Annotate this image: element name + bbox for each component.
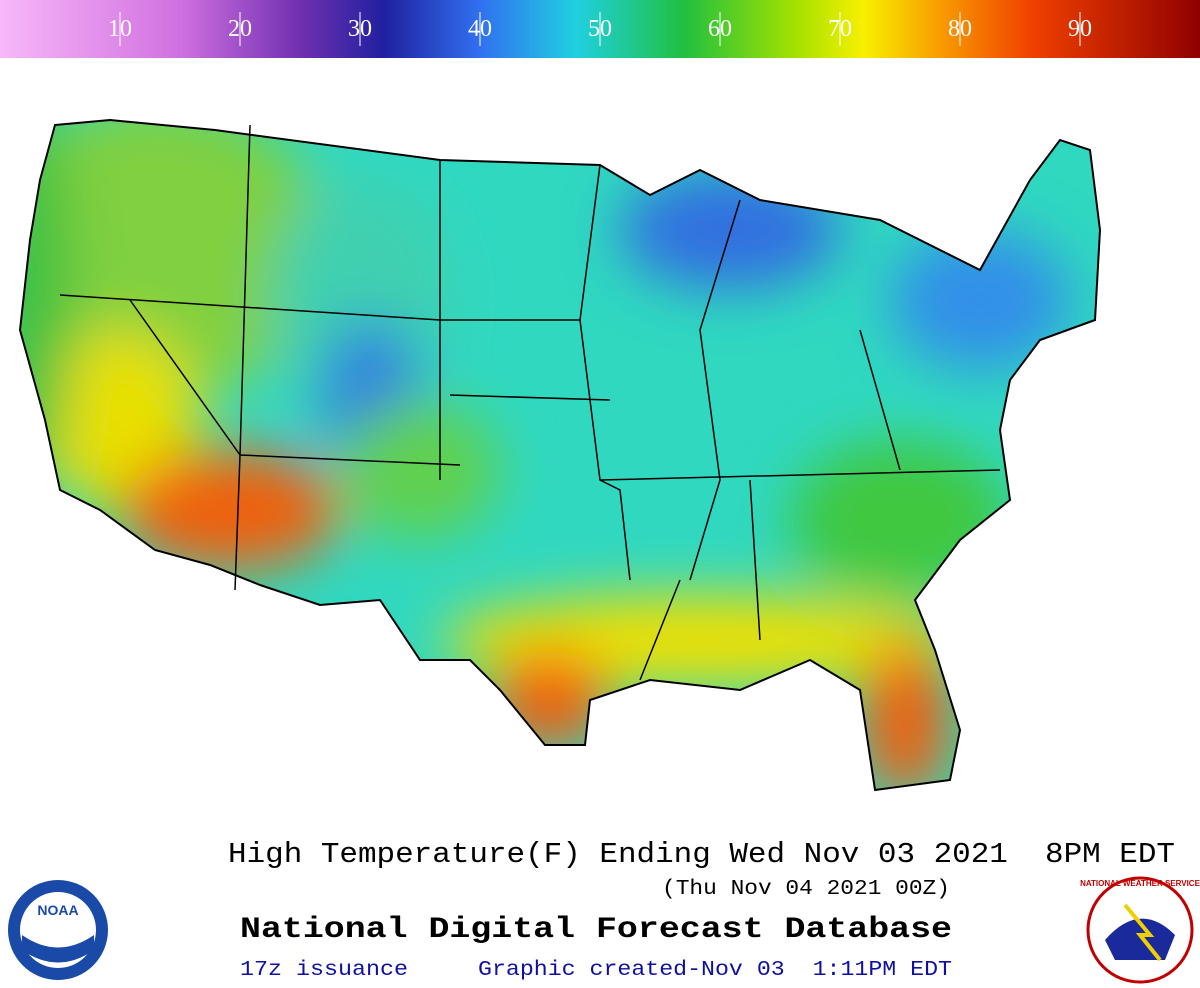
temperature-field	[20, 120, 1100, 790]
state-lines	[59, 124, 1001, 681]
noaa-logo: NOAA	[8, 880, 108, 980]
logo-text: NATIONAL WEATHER SERVICE	[1080, 879, 1200, 888]
product: National Digital Forecast Database	[240, 913, 952, 947]
logo-text: NOAA	[37, 902, 78, 918]
subtitle: (Thu Nov 04 2021 00Z)	[662, 878, 950, 901]
nws-logo: NATIONAL WEATHER SERVICE	[1080, 876, 1200, 984]
issuance: 17z issuance	[240, 959, 408, 982]
created: Graphic created-Nov 03 1:11PM EDT	[478, 959, 952, 982]
scale-ticks: 10 20 30 40 50 60 70 80 90	[108, 12, 1092, 46]
title: High Temperature(F) Ending Wed Nov 03 20…	[228, 838, 1175, 871]
